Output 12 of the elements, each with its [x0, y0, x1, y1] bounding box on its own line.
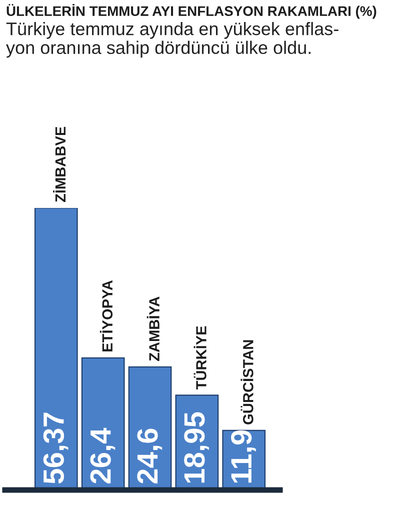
data-label: 11,9: [231, 430, 256, 483]
x-tick-label: TÜRKİYE: [194, 326, 206, 390]
data-label: 56,37: [43, 412, 68, 484]
data-label: 26,4: [90, 428, 116, 484]
x-tick-label: ETİYOPYA: [100, 280, 113, 352]
x-tick-label: GÜRCİSTAN: [240, 340, 254, 424]
x-tick-label: ZAMBİYA: [146, 296, 160, 361]
chart-title: ÜLKELERİN TEMMUZ AYI ENFLASYON RAKAMLARI (%): [6, 4, 376, 19]
data-label: 24,6: [137, 428, 162, 484]
chart-subtitle: Türkiye temmuz ayında en yüksek enflas- yon oranına sahip dördüncü ülke oldu.: [6, 22, 338, 58]
x-tick-label: ZİMBABVE: [53, 126, 66, 202]
data-label: 18,95: [184, 412, 209, 483]
